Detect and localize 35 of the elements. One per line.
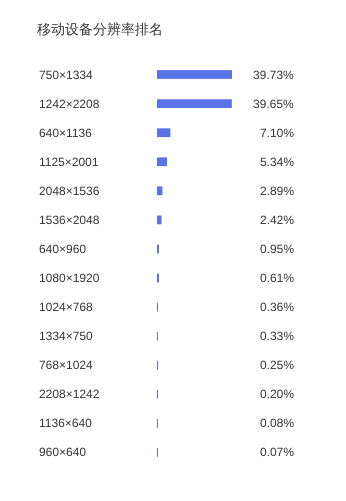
data-label: 39.73% bbox=[253, 68, 294, 82]
bar bbox=[157, 99, 232, 108]
data-label: 5.34% bbox=[260, 155, 294, 169]
y-tick-label: 1536×2048 bbox=[39, 213, 100, 227]
y-tick-label: 960×640 bbox=[39, 445, 86, 459]
data-label: 2.42% bbox=[260, 213, 294, 227]
bar bbox=[157, 128, 170, 138]
data-label: 0.95% bbox=[260, 242, 294, 256]
data-label: 2.89% bbox=[260, 184, 294, 198]
data-label: 0.08% bbox=[260, 416, 294, 430]
data-label: 7.10% bbox=[260, 126, 294, 140]
y-tick-label: 640×960 bbox=[39, 242, 86, 256]
y-tick-label: 750×1334 bbox=[39, 68, 94, 82]
bar bbox=[157, 216, 162, 224]
y-tick-label: 1024×768 bbox=[39, 300, 94, 314]
y-tick-label: 640×1136 bbox=[39, 126, 92, 140]
y-tick-label: 1242×2208 bbox=[39, 97, 100, 111]
bar bbox=[157, 157, 168, 166]
chart-title: 移动设备分辨率排名 bbox=[37, 22, 163, 38]
y-tick-label: 1080×1920 bbox=[39, 271, 100, 285]
y-tick-label: 768×1024 bbox=[39, 358, 94, 372]
y-tick-label: 1334×750 bbox=[39, 329, 94, 343]
bar bbox=[157, 186, 162, 196]
y-tick-label: 2048×1536 bbox=[39, 184, 100, 198]
y-tick-label: 1125×2001 bbox=[39, 155, 99, 169]
data-label: 0.36% bbox=[260, 300, 294, 314]
data-label: 0.20% bbox=[260, 387, 294, 401]
data-label: 0.61% bbox=[260, 271, 294, 285]
data-label: 0.07% bbox=[260, 445, 294, 459]
data-label: 0.33% bbox=[260, 329, 294, 343]
y-tick-label: 2208×1242 bbox=[39, 387, 100, 401]
data-label: 39.65% bbox=[253, 97, 294, 111]
bar bbox=[157, 70, 232, 79]
y-tick-label: 1136×640 bbox=[39, 416, 92, 430]
data-label: 0.25% bbox=[260, 358, 294, 372]
